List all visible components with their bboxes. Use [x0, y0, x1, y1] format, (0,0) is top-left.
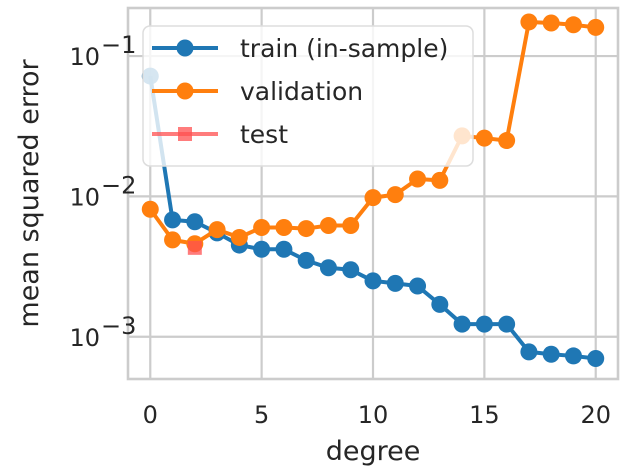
data-point: [342, 261, 360, 279]
data-point: [164, 231, 182, 249]
axes-frame: [126, 6, 620, 381]
data-point: [297, 251, 315, 269]
data-point: [275, 219, 293, 237]
y-tick-label: 10: [69, 43, 100, 71]
x-tick-label: 20: [580, 401, 611, 429]
legend-box: [142, 25, 474, 167]
series-layer: [141, 13, 605, 367]
x-tick-label: 5: [254, 401, 269, 429]
legend-item: test: [152, 120, 288, 149]
data-point: [342, 217, 360, 235]
data-point: [409, 170, 427, 188]
data-point: [275, 240, 293, 258]
x-tick-label: 0: [143, 401, 158, 429]
x-tick-label: 15: [469, 401, 500, 429]
data-point: [431, 295, 449, 313]
y-tick-label: 10: [69, 183, 100, 211]
data-point: [187, 240, 202, 255]
legend: train (in-sample) validation test: [142, 25, 474, 167]
plot-border: [126, 6, 620, 381]
data-point: [297, 220, 315, 238]
data-point: [475, 315, 493, 333]
data-point: [542, 345, 560, 363]
legend-marker: [176, 82, 194, 100]
data-point: [253, 219, 271, 237]
data-point: [587, 18, 605, 36]
data-point: [587, 349, 605, 367]
data-point: [141, 200, 159, 218]
data-point: [319, 217, 337, 235]
data-point: [319, 259, 337, 277]
data-point: [564, 347, 582, 365]
x-axis-label: degree: [326, 436, 421, 467]
y-axis-label: mean squared error: [14, 58, 45, 327]
data-point: [386, 274, 404, 292]
data-point: [498, 132, 516, 150]
x-tick-label: 10: [358, 401, 389, 429]
legend-marker: [176, 39, 194, 57]
data-point: [253, 240, 271, 258]
data-point: [498, 315, 516, 333]
data-point: [564, 16, 582, 34]
data-point: [164, 211, 182, 229]
data-point: [364, 272, 382, 290]
data-point: [230, 228, 248, 246]
data-point: [186, 213, 204, 231]
y-tick-label: 10: [69, 324, 100, 352]
data-point: [364, 189, 382, 207]
data-point: [386, 186, 404, 204]
y-tick-exponent: −2: [101, 171, 136, 199]
legend-marker: [178, 127, 192, 141]
legend-label: train (in-sample): [240, 34, 448, 63]
series-test: [187, 240, 202, 255]
y-tick-exponent: −1: [101, 31, 136, 59]
legend-label: test: [240, 120, 288, 149]
legend-label: validation: [240, 77, 363, 106]
legend-item: validation: [152, 77, 363, 106]
series-validation: [141, 13, 605, 253]
data-point: [475, 129, 493, 147]
y-tick-exponent: −3: [101, 312, 136, 340]
legend-item: train (in-sample): [152, 34, 448, 63]
data-point: [520, 13, 538, 31]
data-point: [453, 315, 471, 333]
data-point: [409, 277, 427, 295]
data-point: [542, 14, 560, 32]
data-point: [520, 343, 538, 361]
data-point: [431, 171, 449, 189]
data-point: [208, 221, 226, 239]
